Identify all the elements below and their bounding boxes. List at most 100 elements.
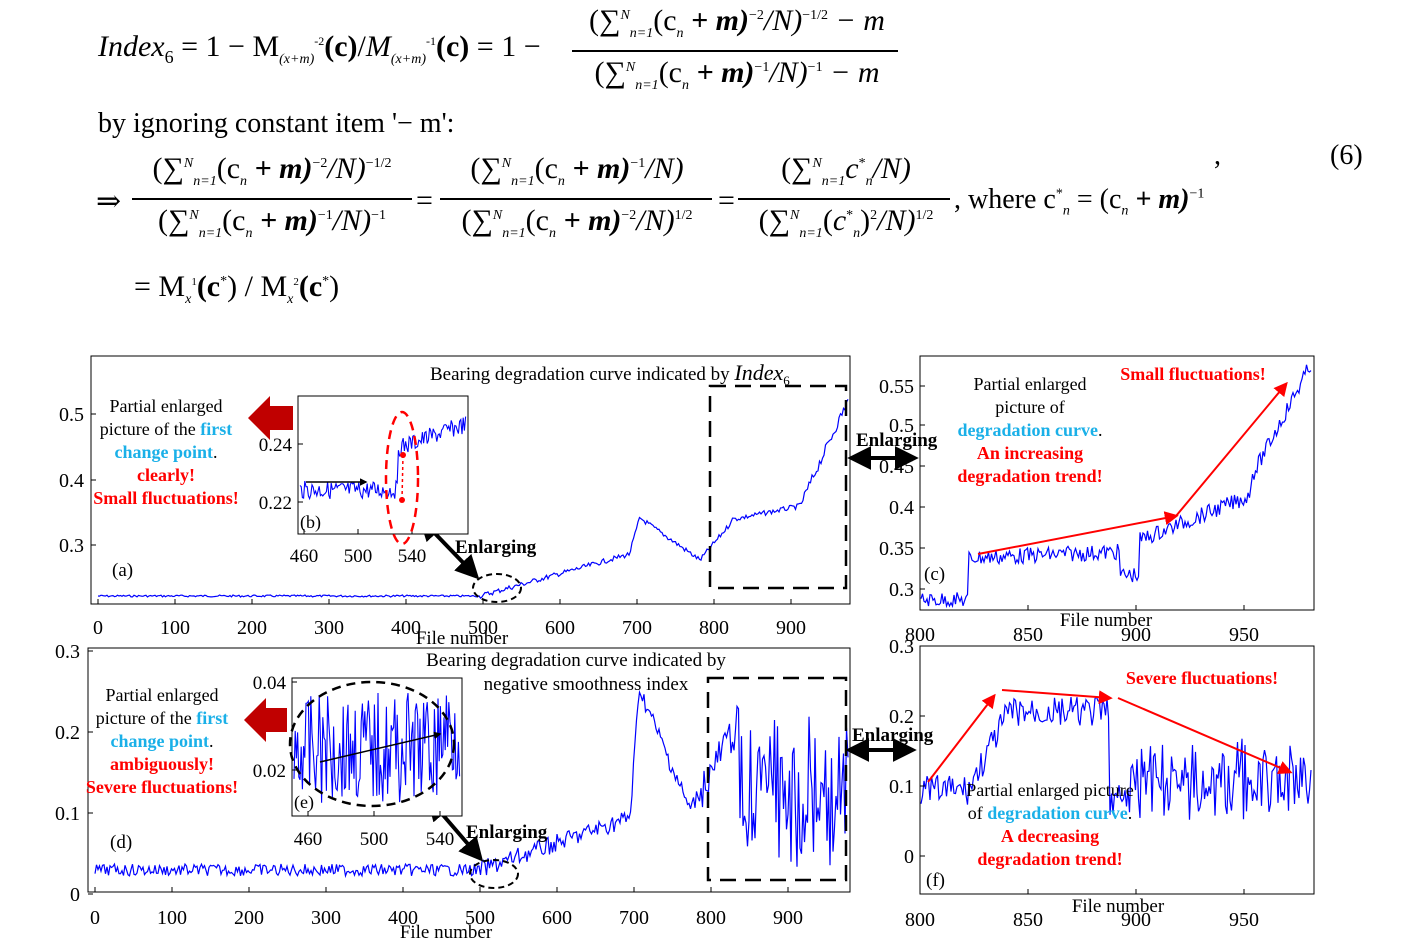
eq4-fraction-bar <box>738 198 950 200</box>
panel-f-ytick-label: 0.1 <box>889 776 914 798</box>
panel-a-xticks: 0 100 200 300 400 500 600 700 800 900 <box>93 599 806 639</box>
panel-f-xtick-label: 800 <box>905 909 935 931</box>
eq3-denominator: (∑Nn=1(cn + m)−2/N)1/2 <box>461 204 693 241</box>
panel-a-title: Bearing degradation curve indicated by I… <box>430 360 790 388</box>
panel-a-change-ellipse <box>472 573 522 603</box>
panel-d-xtick-label: 900 <box>773 907 803 929</box>
eq1-fraction-bar <box>572 50 898 52</box>
panel-a-xtick-label: 400 <box>391 617 421 639</box>
panel-d-ytick-label: 0.1 <box>55 803 80 825</box>
eq4-denominator: (∑Nn=1(c*n)2/N)1/2 <box>758 204 934 241</box>
panel-d-zoom-box <box>706 676 848 882</box>
eq-last-line: = Mx1(c*) / Mx2(c*) <box>134 270 340 307</box>
panel-c-ann-3: degradation curve. <box>958 420 1103 440</box>
panel-b-inset: 460 500 540 0.22 0.24 (b) <box>259 395 469 567</box>
panel-d-frame <box>87 647 851 893</box>
panel-f-ann-1: Partial enlarged picture <box>966 780 1134 800</box>
panel-d-xtick-label: 200 <box>234 907 264 929</box>
panel-d-ytick-label: 0.3 <box>55 641 80 663</box>
panel-d-label: (d) <box>110 832 132 853</box>
panel-c-ann-4: An increasing <box>977 443 1083 463</box>
panel-d-xtick-label: 300 <box>311 907 341 929</box>
eq2-numerator: (∑Nn=1(cn + m)−2/N)−1/2 <box>152 152 392 189</box>
eq-where-clause: , where c*n = (cn + m)−1 <box>954 184 1205 219</box>
eq1-denominator: (∑Nn=1(cn + m)−1/N)−1 − m <box>594 56 880 93</box>
panel-d-xtick-label: 400 <box>388 907 418 929</box>
panel-e-xtick-label: 500 <box>360 829 389 850</box>
panel-e-dashed-ellipse <box>288 680 456 808</box>
panel-a-yticks: 0.3 0.4 0.5 <box>59 404 96 557</box>
equation-number: (6) <box>1330 140 1363 171</box>
panel-f-trend-arrow-1 <box>927 693 996 783</box>
panel-b-yticks: 0.22 0.24 <box>259 435 303 514</box>
panel-e-label: (e) <box>294 792 314 813</box>
panel-d-xticks: 0 100 200 300 400 500 600 700 800 900 <box>90 887 803 929</box>
panel-e-inset: 460 500 540 0.02 0.04 (e) <box>253 673 463 850</box>
panel-a-xtick-label: 700 <box>622 617 652 639</box>
panel-c-series-line <box>920 364 1312 609</box>
panel-e-xtick-label: 540 <box>426 829 455 850</box>
panel-f-ytick-label: 0.2 <box>889 706 914 728</box>
panel-b-ytick-label: 0.22 <box>259 493 292 514</box>
panel-b-xtick-label: 460 <box>290 546 319 567</box>
panel-a-xtick-label: 800 <box>699 617 729 639</box>
panel-d-series-line <box>94 689 849 879</box>
panel-d-xtick-label: 500 <box>465 907 495 929</box>
panel-d-right-enlarging-label: Enlarging <box>852 725 934 746</box>
panel-d-change-ellipse <box>469 859 519 889</box>
panel-d-title-1: Bearing degradation curve indicated by <box>426 650 726 671</box>
panel-b-xtick-label: 540 <box>398 546 427 567</box>
panel-e-xticks: 460 500 540 <box>294 811 455 850</box>
panel-a-xtick-label: 0 <box>93 617 103 639</box>
panel-c-ann-top: Small fluctuations! <box>1120 364 1266 384</box>
panel-a-red-left-arrow-icon <box>248 396 293 440</box>
panel-c-xtick-label: 800 <box>905 624 935 646</box>
panel-e-series-line <box>293 692 461 803</box>
panel-d-xtick-label: 700 <box>619 907 649 929</box>
panel-d-xtick-label: 800 <box>696 907 726 929</box>
panel-d-ann-1: Partial enlarged <box>105 685 218 705</box>
panel-b-label: (b) <box>300 512 321 533</box>
panel-a-xlabel: File number <box>416 628 509 649</box>
panel-c-xtick-label: 850 <box>1013 624 1043 646</box>
panel-a-ann-3: change point. <box>114 442 217 462</box>
panel-b-frame <box>297 395 469 535</box>
eq4-numerator: (∑Nn=1c*n/N) <box>781 152 911 189</box>
panel-f-xtick-label: 900 <box>1121 909 1151 931</box>
panel-a-ytick-label: 0.5 <box>59 404 84 426</box>
panel-a-xtick-label: 300 <box>314 617 344 639</box>
panel-d-ann-2: picture of the first <box>96 708 228 728</box>
panel-c-xtick-label: 950 <box>1229 624 1259 646</box>
panel-d-xtick-label: 100 <box>157 907 187 929</box>
panel-e-ytick-label: 0.02 <box>253 761 286 782</box>
panel-d-title-2: negative smoothness index <box>484 674 689 695</box>
eq2-denominator: (∑Nn=1(cn + m)−1/N)−1 <box>157 204 387 241</box>
panel-e-trend-arrow <box>319 731 442 763</box>
panel-e-xtick-label: 460 <box>294 829 323 850</box>
panel-d-red-left-arrow-icon <box>244 698 287 742</box>
panel-a-ytick-label: 0.3 <box>59 535 84 557</box>
panel-f-xtick-label: 850 <box>1013 909 1043 931</box>
panel-b-xtick-label: 500 <box>344 546 373 567</box>
panel-c-ytick-label: 0.4 <box>889 497 914 519</box>
panel-b-xticks: 460 500 540 <box>290 529 427 567</box>
panel-a-ann-1: Partial enlarged <box>109 396 222 416</box>
panel-d-yticks: 0 0.1 0.2 0.3 <box>55 641 93 906</box>
panel-b-red-dashed-connector <box>401 454 404 501</box>
panel-f-trend-arrow-3 <box>1117 697 1293 775</box>
panel-c-yticks: 0.3 0.35 0.4 0.45 0.5 0.55 <box>879 376 925 601</box>
panel-a: 0 100 200 300 400 500 600 700 800 900 0.3 0.4 0.5 F… <box>59 355 851 649</box>
panel-f: 800 850 900 950 00.10.20.3 File number (f) … <box>889 636 1315 931</box>
panel-d-enlarging-label: Enlarging <box>466 822 548 843</box>
panel-f-ytick-label: 0 <box>904 846 914 868</box>
eq3-numerator: (∑Nn=1(cn + m)−1/N) <box>470 152 684 189</box>
panel-a-enlarging-label: Enlarging <box>455 537 537 558</box>
panel-d-xlabel: File number <box>400 922 493 943</box>
panel-a-ann-2: picture of the first <box>100 419 232 439</box>
panel-c-ann-2: picture of <box>995 397 1064 417</box>
panel-e-ytick-label: 0.04 <box>253 673 287 694</box>
eq3-fraction-bar <box>440 198 712 200</box>
panel-f-series-line <box>920 696 1312 820</box>
panel-d-ytick-label: 0 <box>70 884 80 906</box>
